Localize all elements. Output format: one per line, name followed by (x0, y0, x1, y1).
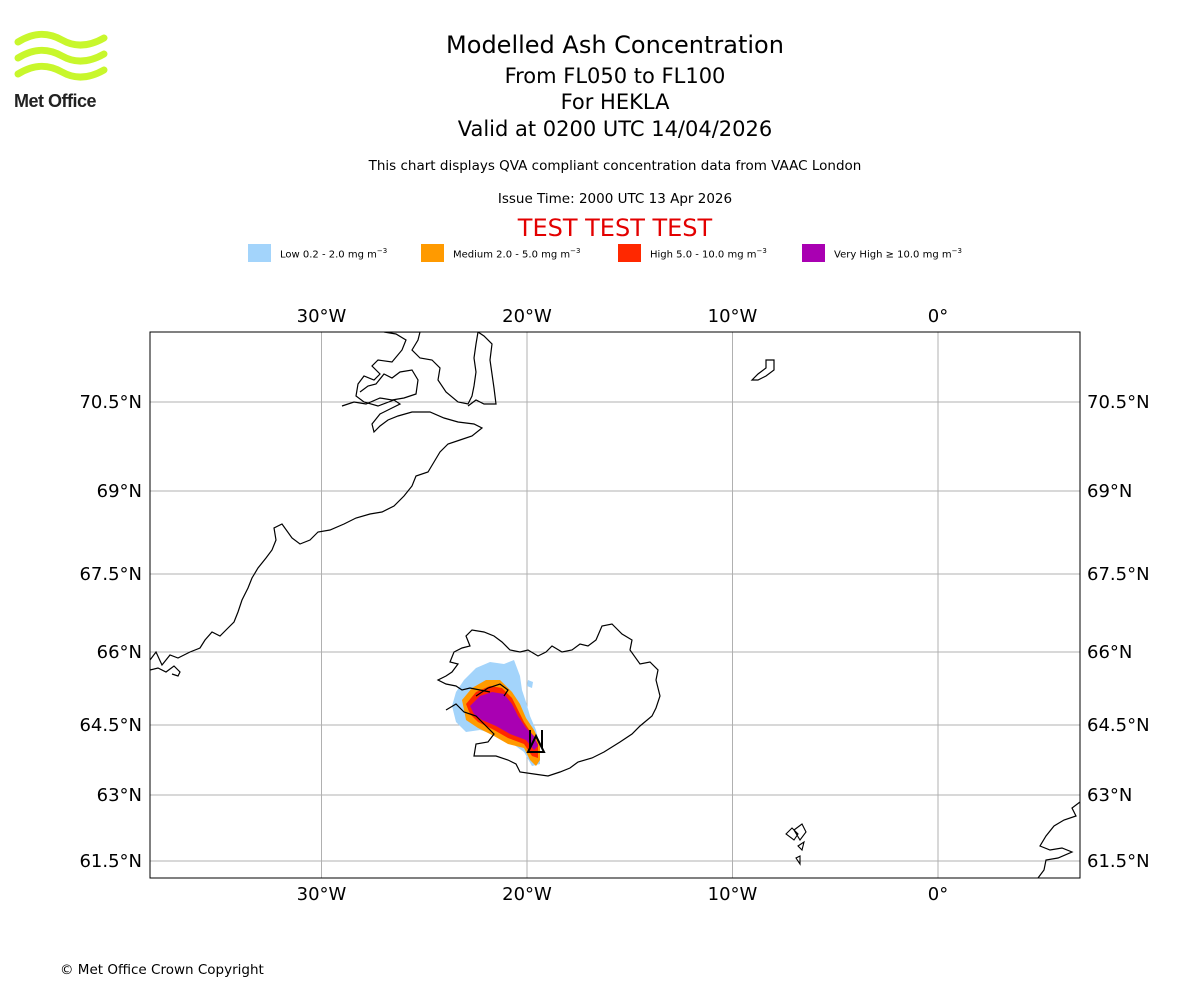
lon-tick-top: 30°W (297, 306, 347, 327)
legend-exp-medium: −3 (570, 247, 581, 255)
lon-tick-bottom: 10°W (708, 884, 758, 905)
lat-tick-left: 61.5°N (79, 851, 142, 872)
coastline-iceland (436, 623, 661, 777)
copyright: © Met Office Crown Copyright (60, 962, 264, 978)
lon-tick-bottom: 30°W (297, 884, 347, 905)
gridlines (150, 332, 1080, 878)
lat-tick-right: 69°N (1087, 481, 1132, 502)
lat-tick-right: 67.5°N (1087, 564, 1150, 585)
volcano-name: For HEKLA (560, 90, 670, 114)
test-banner: TEST TEST TEST (517, 214, 713, 242)
chart-description: This chart displays QVA compliant concen… (368, 158, 862, 174)
map-features (150, 332, 1080, 878)
lon-tick-bottom: 20°W (502, 884, 552, 905)
legend-swatch-low (248, 244, 271, 262)
legend-swatch-high (618, 244, 641, 262)
legend-exp-low: −3 (376, 247, 388, 255)
issue-time: Issue Time: 2000 UTC 13 Apr 2026 (497, 191, 733, 207)
legend-label-high: High 5.0 - 10.0 mg m (650, 249, 757, 261)
lat-tick-left: 63°N (97, 785, 142, 806)
lat-tick-left: 70.5°N (79, 392, 142, 413)
lat-tick-left: 69°N (97, 481, 142, 502)
coastline-iceland-west (475, 683, 509, 697)
tick-labels: 30°W 30°W 20°W 20°W 10°W 10°W 0° 0° 70.5°N 70.5°N… (79, 306, 1149, 905)
coastline-greenland-inlet (341, 369, 419, 407)
legend-swatch-medium (421, 244, 444, 262)
lat-tick-left: 67.5°N (79, 564, 142, 585)
legend-label-very-high: Very High ≥ 10.0 mg m (834, 249, 952, 261)
met-office-logo (14, 30, 108, 81)
lat-tick-right: 61.5°N (1087, 851, 1150, 872)
lat-tick-right: 70.5°N (1087, 392, 1150, 413)
lon-tick-bottom: 0° (928, 884, 948, 905)
chart-title: Modelled Ash Concentration (446, 31, 784, 59)
legend-exp-very-high: −3 (951, 247, 962, 255)
logo-text: Met Office (14, 91, 97, 111)
volcano-marker (526, 730, 546, 753)
map-frame (149, 331, 1081, 879)
coastline-jan-mayen (750, 359, 775, 381)
legend-label-low: Low 0.2 - 2.0 mg m (280, 249, 377, 261)
valid-time: Valid at 0200 UTC 14/04/2026 (457, 117, 773, 141)
coastline-greenland (150, 332, 497, 667)
lon-tick-top: 0° (928, 306, 948, 327)
legend-swatch-very-high (802, 244, 825, 262)
legend-label-medium: Medium 2.0 - 5.0 mg m (453, 249, 571, 261)
lat-tick-right: 64.5°N (1087, 715, 1150, 736)
flight-levels: From FL050 to FL100 (504, 64, 726, 88)
coastline-faroe (785, 823, 807, 866)
coastline-greenland-south (150, 665, 181, 677)
lon-tick-top: 20°W (502, 306, 552, 327)
ash-very-high (470, 692, 538, 750)
ash-low-spot (527, 680, 533, 688)
lon-tick-top: 10°W (708, 306, 758, 327)
lat-tick-left: 64.5°N (79, 715, 142, 736)
coastline-norway (1037, 801, 1080, 878)
legend-exp-high: −3 (756, 247, 767, 255)
lat-tick-right: 63°N (1087, 785, 1132, 806)
lat-tick-left: 66°N (97, 642, 142, 663)
lat-tick-right: 66°N (1087, 642, 1132, 663)
